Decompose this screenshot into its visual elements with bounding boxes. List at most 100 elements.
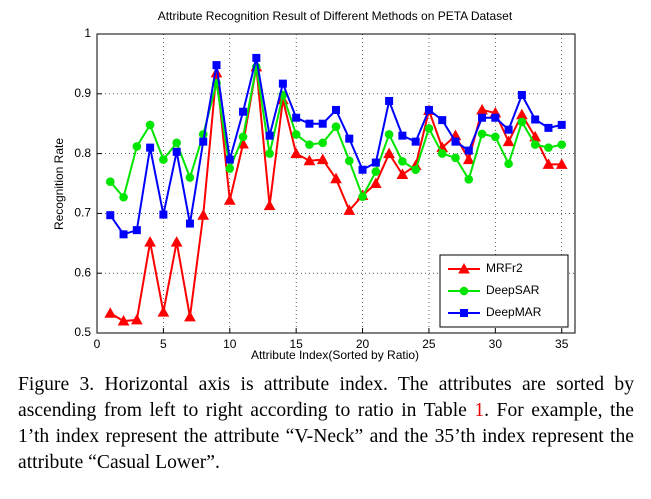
marker bbox=[544, 123, 553, 132]
marker bbox=[516, 108, 528, 120]
marker bbox=[411, 165, 420, 175]
marker bbox=[396, 168, 409, 180]
marker bbox=[383, 147, 395, 159]
y-tick-label: 1 bbox=[84, 26, 91, 40]
marker bbox=[290, 147, 303, 159]
marker bbox=[398, 157, 407, 166]
marker bbox=[460, 309, 468, 317]
caption: Figure 3. Horizontal axis is attribute i… bbox=[18, 372, 634, 476]
marker bbox=[464, 175, 474, 184]
marker bbox=[104, 307, 117, 318]
x-tick-label: 5 bbox=[160, 337, 167, 351]
marker bbox=[318, 138, 328, 148]
marker bbox=[184, 310, 196, 322]
marker bbox=[318, 119, 327, 128]
caption-text: Figure 3. Horizontal axis is attribute i… bbox=[18, 374, 634, 421]
x-tick-label: 20 bbox=[356, 337, 370, 351]
marker bbox=[398, 131, 407, 140]
marker bbox=[464, 146, 473, 155]
marker bbox=[316, 153, 329, 165]
y-tick-label: 0.7 bbox=[74, 206, 91, 220]
marker bbox=[119, 230, 128, 239]
marker bbox=[458, 262, 470, 274]
x-tick-label: 35 bbox=[555, 337, 569, 351]
marker bbox=[358, 165, 367, 174]
marker bbox=[199, 137, 208, 146]
marker bbox=[530, 140, 540, 149]
marker bbox=[371, 167, 381, 176]
marker bbox=[303, 154, 316, 166]
marker bbox=[491, 132, 500, 142]
marker bbox=[106, 211, 115, 220]
marker bbox=[451, 137, 460, 146]
marker bbox=[476, 103, 488, 115]
marker bbox=[157, 306, 170, 317]
marker bbox=[504, 159, 513, 169]
marker bbox=[292, 113, 301, 122]
marker bbox=[172, 147, 181, 156]
marker bbox=[238, 132, 248, 142]
marker bbox=[185, 219, 194, 228]
marker bbox=[132, 226, 141, 235]
marker bbox=[305, 140, 314, 149]
marker bbox=[132, 142, 142, 151]
marker bbox=[424, 124, 434, 133]
caption-text: . For example, the 1’th index represent … bbox=[18, 400, 634, 473]
marker bbox=[371, 158, 380, 167]
x-tick-label: 0 bbox=[94, 337, 101, 351]
marker bbox=[159, 210, 168, 219]
marker bbox=[119, 192, 128, 202]
marker bbox=[117, 315, 130, 326]
marker bbox=[225, 164, 235, 173]
table-ref[interactable]: 1 bbox=[474, 400, 485, 421]
marker bbox=[502, 135, 515, 147]
y-tick-label: 0.6 bbox=[74, 265, 91, 279]
marker bbox=[555, 158, 568, 169]
marker bbox=[212, 61, 221, 70]
legend-label: DeepMAR bbox=[486, 305, 542, 319]
marker bbox=[491, 113, 500, 122]
marker bbox=[369, 177, 382, 188]
marker bbox=[343, 204, 356, 215]
marker bbox=[437, 149, 447, 158]
marker bbox=[223, 194, 236, 205]
plot-frame bbox=[96, 33, 576, 334]
marker bbox=[462, 153, 475, 165]
y-axis-label: Recognition Rate bbox=[52, 138, 66, 230]
marker bbox=[252, 53, 261, 62]
marker bbox=[305, 119, 314, 128]
marker bbox=[185, 173, 195, 182]
x-tick-label: 30 bbox=[489, 337, 503, 351]
legend-label: DeepSAR bbox=[486, 283, 540, 297]
marker bbox=[459, 286, 469, 296]
marker bbox=[384, 130, 394, 139]
marker bbox=[477, 129, 487, 139]
marker bbox=[557, 140, 567, 149]
marker bbox=[517, 117, 527, 127]
y-tick-label: 0.8 bbox=[74, 146, 91, 160]
marker bbox=[358, 192, 367, 201]
marker bbox=[146, 143, 155, 152]
marker bbox=[172, 138, 181, 148]
marker bbox=[263, 199, 276, 211]
x-axis-label: Attribute Index(Sorted by Ratio) bbox=[251, 348, 419, 362]
marker bbox=[197, 209, 210, 220]
y-tick-label: 0.9 bbox=[74, 86, 91, 100]
legend-label: MRFr2 bbox=[486, 261, 523, 275]
y-tick-label: 0.5 bbox=[74, 325, 91, 339]
marker bbox=[225, 155, 234, 164]
marker bbox=[478, 113, 487, 122]
marker bbox=[144, 236, 156, 247]
marker bbox=[438, 116, 447, 125]
marker bbox=[542, 158, 555, 169]
marker bbox=[291, 130, 301, 139]
marker bbox=[105, 177, 115, 187]
marker bbox=[130, 313, 143, 325]
marker bbox=[411, 137, 420, 146]
x-tick-label: 25 bbox=[422, 337, 436, 351]
marker bbox=[145, 120, 155, 130]
marker bbox=[544, 143, 553, 152]
x-tick-label: 15 bbox=[289, 337, 303, 351]
marker bbox=[265, 131, 274, 140]
